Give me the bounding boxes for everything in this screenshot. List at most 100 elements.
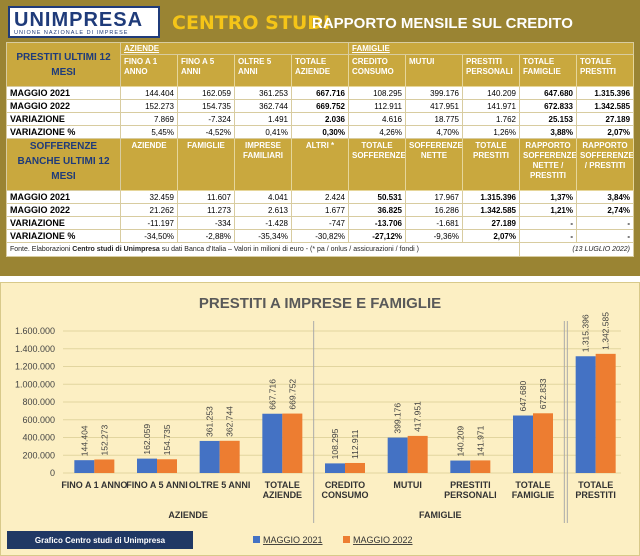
data-label: 647.680 bbox=[518, 381, 528, 412]
column-header: RAPPORTO SOFFERENZE NETTE / PRESTITI bbox=[519, 138, 577, 191]
x-tick-label: FINO A 1 ANNO bbox=[61, 480, 128, 490]
data-label: 112.911 bbox=[350, 429, 360, 459]
bar bbox=[325, 463, 345, 473]
table-row: MAGGIO 2021 32.459 11.607 4.041 2.424 50.531 1… bbox=[6, 190, 635, 204]
data-label: 399.176 bbox=[393, 403, 403, 434]
cell: - bbox=[575, 229, 635, 243]
bar bbox=[595, 353, 616, 473]
chart: PRESTITI A IMPRESE E FAMIGLIE 0 200.000 400… bbox=[7, 295, 621, 549]
column-header: RAPPORTO SOFFERENZE / PRESTITI bbox=[575, 138, 635, 191]
bar bbox=[199, 440, 220, 473]
data-label: 1.315.396 bbox=[581, 314, 591, 352]
column-header: TOTALE PRESTITI bbox=[462, 138, 520, 191]
cell: -11.197 bbox=[120, 216, 178, 230]
cell: 152.273 bbox=[120, 99, 178, 113]
bar bbox=[450, 460, 471, 473]
cell: -13.706 bbox=[348, 216, 406, 230]
x-tick-label: TOTALE AZIENDE bbox=[262, 480, 303, 500]
row-label: VARIAZIONE bbox=[6, 112, 121, 126]
group-label: FAMIGLIE bbox=[419, 510, 462, 520]
table-title: SOFFERENZE BANCHE ULTIMI 12 MESI bbox=[6, 138, 121, 191]
cell: -9,36% bbox=[405, 229, 463, 243]
report-panel: UNIMPRESA UNIONE NAZIONALE DI IMPRESE CE… bbox=[0, 0, 640, 276]
cell: 16.286 bbox=[405, 203, 463, 217]
table-row: SOFFERENZE BANCHE ULTIMI 12 MESI AZIENDE F… bbox=[6, 138, 635, 191]
column-header: TOTALE SOFFERENZE bbox=[348, 138, 406, 191]
logo: UNIMPRESA UNIONE NAZIONALE DI IMPRESE bbox=[8, 6, 160, 38]
cell: 667.716 bbox=[291, 86, 349, 100]
legend-label: MAGGIO 2022 bbox=[353, 535, 413, 545]
cell: 36.825 bbox=[348, 203, 406, 217]
column-header: PRESTITI PERSONALI bbox=[462, 54, 520, 87]
cell: 144.404 bbox=[120, 86, 178, 100]
cell: 1.342.585 bbox=[575, 99, 635, 113]
data-label: 152.273 bbox=[99, 424, 109, 455]
column-header: MUTUI bbox=[405, 54, 463, 87]
column-header: OLTRE 5 ANNI bbox=[234, 54, 292, 87]
column-header: AZIENDE bbox=[120, 138, 178, 191]
bar bbox=[513, 415, 533, 473]
y-tick-label: 1.400.000 bbox=[15, 344, 55, 354]
bar bbox=[94, 459, 115, 473]
cell: 27.189 bbox=[575, 112, 635, 126]
logo-text: UNIMPRESA bbox=[14, 9, 144, 31]
cell: 417.951 bbox=[405, 99, 463, 113]
data-label: 141.971 bbox=[475, 425, 485, 456]
cell: -27,12% bbox=[348, 229, 406, 243]
group-label: AZIENDE bbox=[168, 510, 208, 520]
cell: 361.253 bbox=[234, 86, 292, 100]
cell: 32.459 bbox=[120, 190, 178, 204]
row-label: MAGGIO 2021 bbox=[6, 86, 121, 100]
cell: 140.209 bbox=[462, 86, 520, 100]
bar bbox=[74, 460, 95, 473]
cell: -7.324 bbox=[177, 112, 235, 126]
source-emphasis: Centro studi di Unimpresa bbox=[72, 246, 160, 253]
column-header: ALTRI * bbox=[291, 138, 349, 191]
row-label: MAGGIO 2022 bbox=[6, 99, 121, 113]
table-row: VARIAZIONE % -34,50% -2,88% -35,34% -30,82% -… bbox=[6, 229, 635, 243]
credit-table: PRESTITI ULTIMI 12 MESI AZIENDE FAMIGLIE FI… bbox=[6, 42, 635, 257]
cell: 362.744 bbox=[234, 99, 292, 113]
cell: 2.036 bbox=[291, 112, 349, 126]
cell: 0,41% bbox=[234, 125, 292, 139]
y-tick-label: 1.000.000 bbox=[15, 379, 55, 389]
chart-panel: PRESTITI A IMPRESE E FAMIGLIE 0 200.000 400… bbox=[0, 282, 640, 556]
cell: 7.869 bbox=[120, 112, 178, 126]
bar bbox=[345, 462, 365, 473]
row-label: VARIAZIONE % bbox=[6, 229, 121, 243]
cell: 669.752 bbox=[291, 99, 349, 113]
data-label: 417.951 bbox=[413, 401, 423, 432]
cell: 1.677 bbox=[291, 203, 349, 217]
chart-title: PRESTITI A IMPRESE E FAMIGLIE bbox=[199, 295, 441, 312]
cell: 2.424 bbox=[291, 190, 349, 204]
cell: 2,74% bbox=[575, 203, 635, 217]
x-tick-label: MUTUI bbox=[393, 480, 422, 490]
cell: 1.315.396 bbox=[462, 190, 520, 204]
cell: 3,84% bbox=[575, 190, 635, 204]
data-label: 144.404 bbox=[79, 425, 89, 456]
cell: 1.491 bbox=[234, 112, 292, 126]
data-label: 162.059 bbox=[142, 424, 152, 455]
cell: 1.342.585 bbox=[462, 203, 520, 217]
row-label: VARIAZIONE % bbox=[6, 125, 121, 139]
data-label: 667.716 bbox=[267, 379, 277, 410]
x-tick-label: FINO A 5 ANNI bbox=[126, 480, 188, 490]
y-tick-label: 200.000 bbox=[22, 450, 55, 460]
data-label: 362.744 bbox=[225, 406, 235, 437]
data-label: 669.752 bbox=[287, 379, 297, 410]
column-header: FINO A 1 ANNO bbox=[120, 54, 178, 87]
report-title: RAPPORTO MENSILE SUL CREDITO bbox=[312, 15, 573, 32]
bar bbox=[470, 460, 491, 473]
column-header: TOTALE FAMIGLIE bbox=[519, 54, 577, 87]
cell: 2,07% bbox=[575, 125, 635, 139]
y-tick-label: 400.000 bbox=[22, 433, 55, 443]
data-label: 154.735 bbox=[162, 424, 172, 455]
data-label: 672.833 bbox=[538, 378, 548, 409]
cell: 141.971 bbox=[462, 99, 520, 113]
bar bbox=[157, 459, 177, 473]
bar bbox=[219, 440, 240, 473]
bar bbox=[282, 413, 303, 473]
cell: 50.531 bbox=[348, 190, 406, 204]
legend-swatch bbox=[343, 536, 350, 543]
cell: 17.967 bbox=[405, 190, 463, 204]
